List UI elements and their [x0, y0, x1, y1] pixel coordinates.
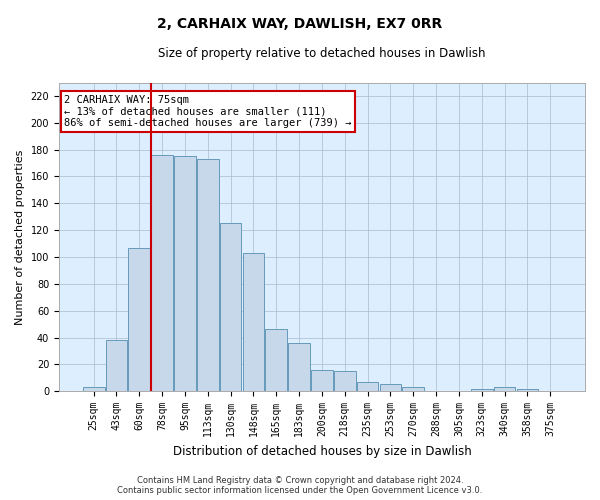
- Title: Size of property relative to detached houses in Dawlish: Size of property relative to detached ho…: [158, 48, 486, 60]
- Bar: [106, 340, 127, 391]
- Bar: [403, 387, 424, 391]
- Bar: [242, 253, 265, 391]
- Text: 2 CARHAIX WAY: 75sqm
← 13% of detached houses are smaller (111)
86% of semi-deta: 2 CARHAIX WAY: 75sqm ← 13% of detached h…: [64, 95, 352, 128]
- Bar: [83, 387, 104, 391]
- Bar: [151, 155, 173, 391]
- Bar: [471, 388, 493, 391]
- Bar: [265, 330, 287, 391]
- Text: Contains HM Land Registry data © Crown copyright and database right 2024.
Contai: Contains HM Land Registry data © Crown c…: [118, 476, 482, 495]
- Y-axis label: Number of detached properties: Number of detached properties: [15, 149, 25, 324]
- Bar: [197, 159, 218, 391]
- Bar: [174, 156, 196, 391]
- X-axis label: Distribution of detached houses by size in Dawlish: Distribution of detached houses by size …: [173, 444, 472, 458]
- Bar: [357, 382, 379, 391]
- Bar: [380, 384, 401, 391]
- Bar: [128, 248, 150, 391]
- Bar: [517, 388, 538, 391]
- Bar: [334, 371, 356, 391]
- Bar: [288, 343, 310, 391]
- Text: 2, CARHAIX WAY, DAWLISH, EX7 0RR: 2, CARHAIX WAY, DAWLISH, EX7 0RR: [157, 18, 443, 32]
- Bar: [220, 224, 241, 391]
- Bar: [311, 370, 333, 391]
- Bar: [494, 387, 515, 391]
